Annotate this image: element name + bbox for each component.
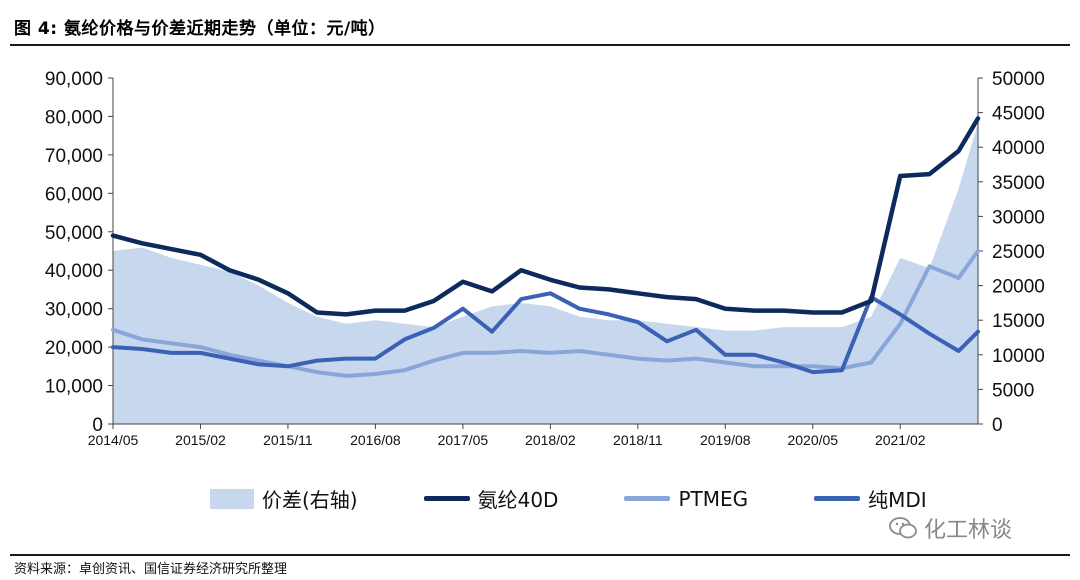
top-rule <box>10 44 1070 46</box>
series-line-spandex-40d <box>110 116 981 317</box>
x-tick-label: 2017/05 <box>438 432 489 448</box>
y-left-tick-label: 50,000 <box>45 223 103 244</box>
y-right-tick-label: 0 <box>992 415 1003 436</box>
legend-label-pure-mdi: 纯MDI <box>868 488 927 512</box>
y-right-tick-label: 5000 <box>992 380 1034 401</box>
legend-item-ptmeg: PTMEG <box>624 487 748 511</box>
y-left-tick-label: 90,000 <box>45 69 103 90</box>
y-right-tick-label: 35000 <box>992 173 1045 194</box>
chart: 0 10,000 20,000 30,000 40,000 50,000 60,000 70,… <box>45 69 1045 448</box>
y-right-tick-label: 30000 <box>992 207 1045 228</box>
y-right-tick-label: 50000 <box>992 69 1045 90</box>
watermark-text: 化工林谈 <box>924 518 1013 543</box>
y-left-tick-label: 70,000 <box>45 146 103 167</box>
x-tick-label: 2015/02 <box>175 432 226 448</box>
y-left-tick-label: 80,000 <box>45 107 103 128</box>
x-tick-label: 2016/08 <box>350 432 401 448</box>
legend-swatch-ptmeg <box>624 496 671 501</box>
legend-label-spread: 价差(右轴) <box>262 488 358 512</box>
y-right-tick-label: 10000 <box>992 346 1045 367</box>
legend-label-spandex-40d: 氨纶40D <box>477 488 559 512</box>
x-tick-label: 2014/05 <box>88 432 139 448</box>
x-tick-label: 2015/11 <box>263 432 313 448</box>
legend-label-ptmeg: PTMEG <box>678 486 749 511</box>
legend: 价差(右轴) 氨纶40D PTMEG 纯MDI <box>210 484 993 513</box>
y-left-tick-label: 0 <box>92 415 103 436</box>
y-left-tick-label: 30,000 <box>45 300 103 321</box>
x-tick-label: 2018/11 <box>613 432 663 448</box>
legend-item-spandex-40d: 氨纶40D <box>423 484 559 513</box>
legend-swatch-spandex-40d <box>423 496 470 501</box>
bottom-rule <box>10 554 1070 556</box>
source-note: 资料来源：卓创资讯、国信证券经济研究所整理 <box>14 562 288 577</box>
x-tick-label: 2021/02 <box>875 432 926 448</box>
series-area-spread <box>113 123 978 424</box>
series-line-pure-mdi <box>111 291 980 375</box>
y-left-tick-label: 10,000 <box>45 377 103 398</box>
legend-item-pure-mdi: 纯MDI <box>814 484 927 513</box>
y-right-tick-label: 25000 <box>992 242 1045 263</box>
y-left-tick-label: 40,000 <box>45 261 103 282</box>
figure-title: 图 4: 氨纶价格与价差近期走势（单位：元/吨） <box>14 19 386 39</box>
y-right-tick-label: 45000 <box>992 104 1045 125</box>
y-left-tick-label: 20,000 <box>45 338 103 359</box>
legend-swatch-pure-mdi <box>814 496 861 501</box>
y-right-tick-label: 40000 <box>992 138 1045 159</box>
y-right-tick-label: 20000 <box>992 277 1045 298</box>
y-left-tick-label: 60,000 <box>45 184 103 205</box>
x-tick-label: 2020/05 <box>787 432 838 448</box>
watermark: 化工林谈 <box>888 512 1012 544</box>
y-right-tick-label: 15000 <box>992 311 1045 332</box>
legend-swatch-spread <box>210 488 254 509</box>
x-tick-label: 2018/02 <box>525 432 576 448</box>
legend-item-spread: 价差(右轴) <box>210 484 358 513</box>
wechat-icon <box>889 517 917 539</box>
x-tick-label: 2019/08 <box>700 432 751 448</box>
